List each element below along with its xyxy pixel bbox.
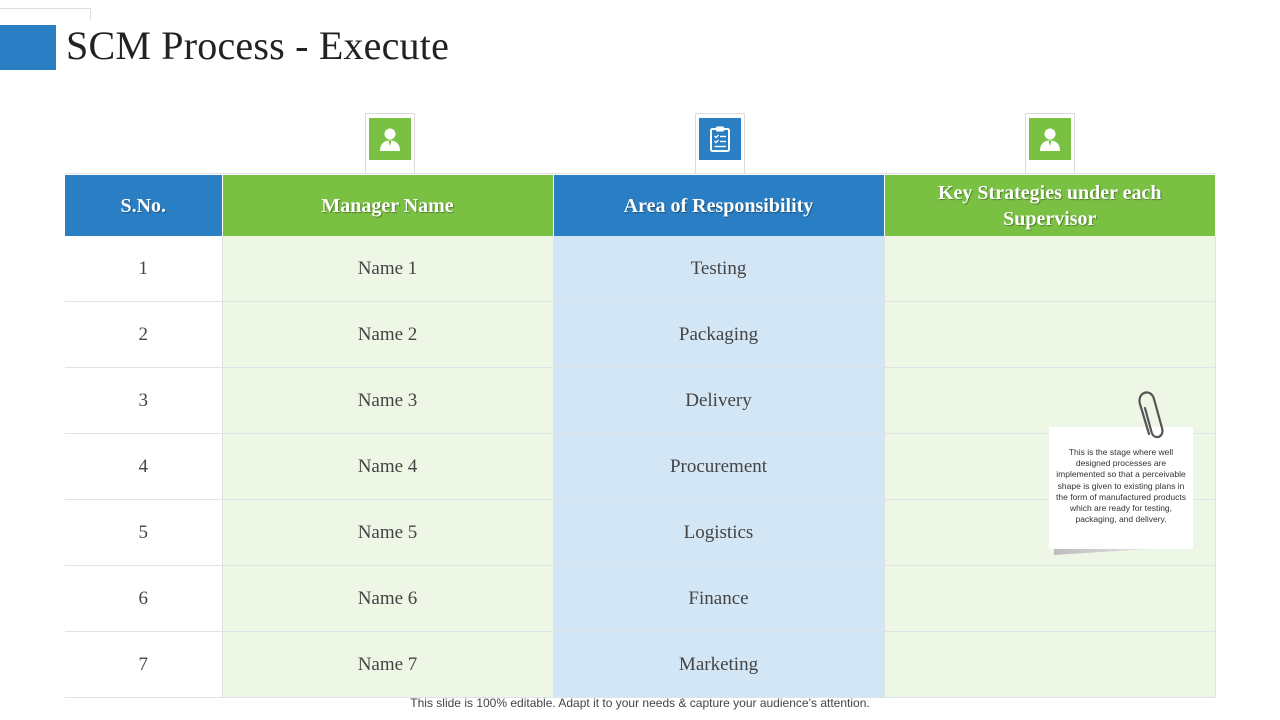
- sno-cell: 1: [65, 236, 223, 302]
- strategy-cell: [884, 236, 1216, 302]
- table-row: 7 Name 7 Marketing: [65, 631, 1216, 698]
- table-header-row: S.No. Manager Name Area of Responsibilit…: [65, 175, 1215, 236]
- table-row: 3 Name 3 Delivery: [65, 367, 1216, 434]
- header-sno: S.No.: [65, 175, 223, 236]
- area-cell: Marketing: [553, 631, 885, 698]
- table-row: 4 Name 4 Procurement: [65, 433, 1216, 500]
- header-rule: [65, 173, 1215, 174]
- header-manager-name: Manager Name: [222, 175, 554, 236]
- area-cell: Finance: [553, 565, 885, 632]
- table-row: 6 Name 6 Finance: [65, 565, 1216, 632]
- strategy-cell: [884, 367, 1216, 434]
- scm-table: S.No. Manager Name Area of Responsibilit…: [65, 175, 1216, 698]
- page-title: SCM Process - Execute: [66, 23, 450, 68]
- table-row: 5 Name 5 Logistics: [65, 499, 1216, 566]
- manager-name-cell: Name 4: [222, 433, 554, 500]
- manager-name-cell: Name 2: [222, 301, 554, 368]
- area-cell: Procurement: [553, 433, 885, 500]
- strategy-cell: [884, 565, 1216, 632]
- accent-line: [0, 8, 90, 9]
- manager-name-cell: Name 3: [222, 367, 554, 434]
- sno-cell: 2: [65, 301, 223, 368]
- manager-name-cell: Name 5: [222, 499, 554, 566]
- manager-name-cell: Name 7: [222, 631, 554, 698]
- table-row: 1 Name 1 Testing: [65, 236, 1216, 302]
- strategy-cell: [884, 631, 1216, 698]
- sticky-note: This is the stage where well designed pr…: [1049, 427, 1193, 549]
- clipboard-icon: [699, 118, 741, 160]
- note-shadow: [1054, 548, 1164, 555]
- icon-tab-area: [695, 113, 745, 173]
- icon-tab-strategy: [1025, 113, 1075, 173]
- area-cell: Packaging: [553, 301, 885, 368]
- sno-cell: 5: [65, 499, 223, 566]
- user-icon: [369, 118, 411, 160]
- sno-cell: 4: [65, 433, 223, 500]
- area-cell: Delivery: [553, 367, 885, 434]
- title-accent-block: [0, 25, 56, 70]
- icon-tab-manager: [365, 113, 415, 173]
- accent-tick: [90, 8, 91, 20]
- sticky-note-text: This is the stage where well designed pr…: [1056, 447, 1186, 525]
- table-row: 2 Name 2 Packaging: [65, 301, 1216, 368]
- header-area-of-responsibility: Area of Responsibility: [553, 175, 885, 236]
- footer-text: This slide is 100% editable. Adapt it to…: [410, 696, 870, 710]
- paperclip-icon: [1138, 391, 1164, 439]
- area-cell: Testing: [553, 236, 885, 302]
- header-key-strategies: Key Strategies under each Supervisor: [884, 175, 1215, 236]
- manager-name-cell: Name 6: [222, 565, 554, 632]
- sno-cell: 7: [65, 631, 223, 698]
- sno-cell: 3: [65, 367, 223, 434]
- user-icon: [1029, 118, 1071, 160]
- sno-cell: 6: [65, 565, 223, 632]
- manager-name-cell: Name 1: [222, 236, 554, 302]
- area-cell: Logistics: [553, 499, 885, 566]
- strategy-cell: [884, 301, 1216, 368]
